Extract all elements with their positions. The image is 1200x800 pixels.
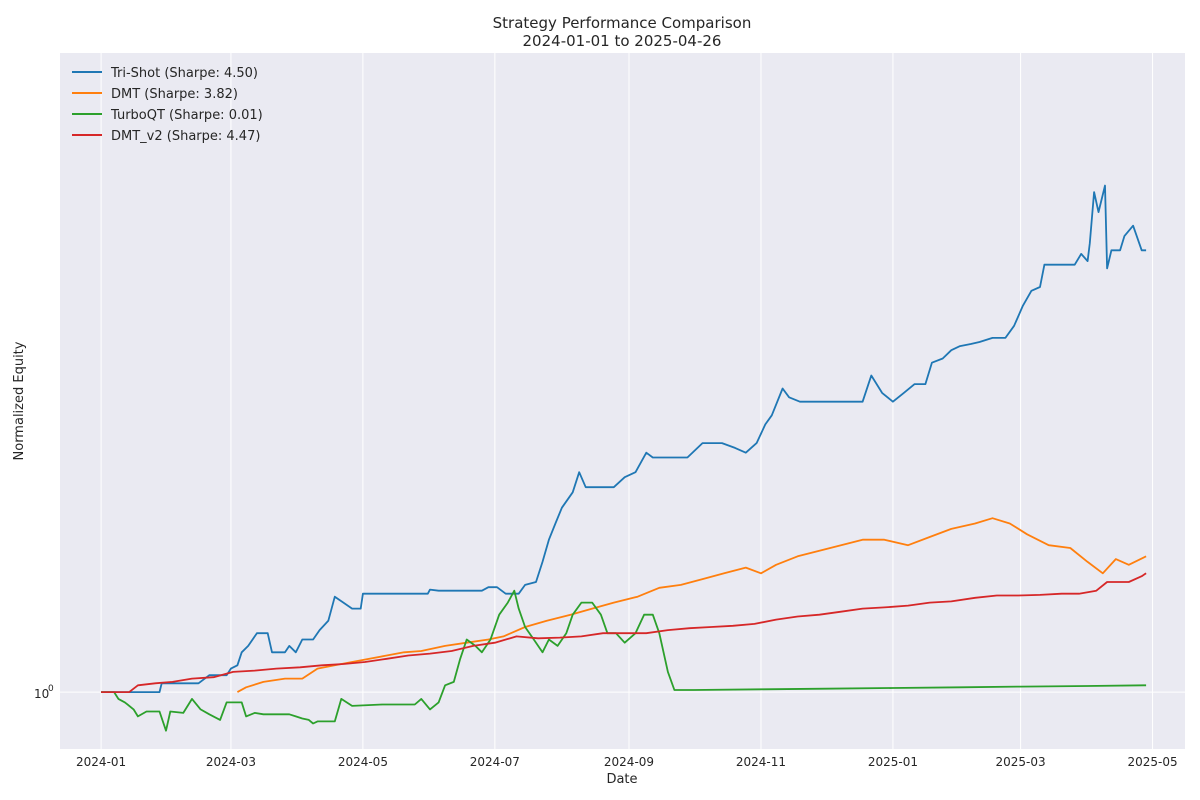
- x-axis-label: Date: [606, 772, 637, 787]
- series-lines: [101, 184, 1147, 732]
- series-line-1: [236, 517, 1147, 693]
- series-line-0: [101, 184, 1147, 693]
- legend: Tri-Shot (Sharpe: 4.50) DMT (Sharpe: 3.82…: [72, 66, 263, 144]
- y-axis-label: Normalized Equity: [12, 341, 27, 460]
- x-tick-label: 2025-01: [868, 755, 918, 769]
- x-tick-label: 2024-01: [76, 755, 126, 769]
- x-tick-label: 2024-05: [338, 755, 388, 769]
- chart-subtitle: 2024-01-01 to 2025-04-26: [523, 32, 722, 50]
- x-tick-label: 2024-07: [470, 755, 520, 769]
- x-tick-labels: 2024-01 2024-03 2024-05 2024-07 2024-09 2024-…: [76, 755, 1178, 769]
- x-tick-label: 2024-03: [206, 755, 256, 769]
- series-line-2: [101, 589, 1147, 732]
- x-grid: [100, 53, 1154, 749]
- svg-text:10: 10: [34, 687, 49, 701]
- legend-label-0: Tri-Shot (Sharpe: 4.50): [110, 66, 258, 81]
- x-tick-label: 2025-03: [996, 755, 1046, 769]
- legend-label-2: TurboQT (Sharpe: 0.01): [110, 108, 263, 123]
- plot-area: [60, 53, 1185, 749]
- legend-label-3: DMT_v2 (Sharpe: 4.47): [111, 129, 260, 144]
- svg-text:0: 0: [48, 684, 54, 694]
- y-tick-label: 10 0: [34, 684, 54, 701]
- x-tick-label: 2025-05: [1127, 755, 1177, 769]
- series-line-3: [101, 572, 1147, 693]
- x-tick-label: 2024-11: [736, 755, 786, 769]
- x-tick-label: 2024-09: [604, 755, 654, 769]
- chart-title: Strategy Performance Comparison: [493, 14, 752, 32]
- legend-label-1: DMT (Sharpe: 3.82): [111, 87, 238, 102]
